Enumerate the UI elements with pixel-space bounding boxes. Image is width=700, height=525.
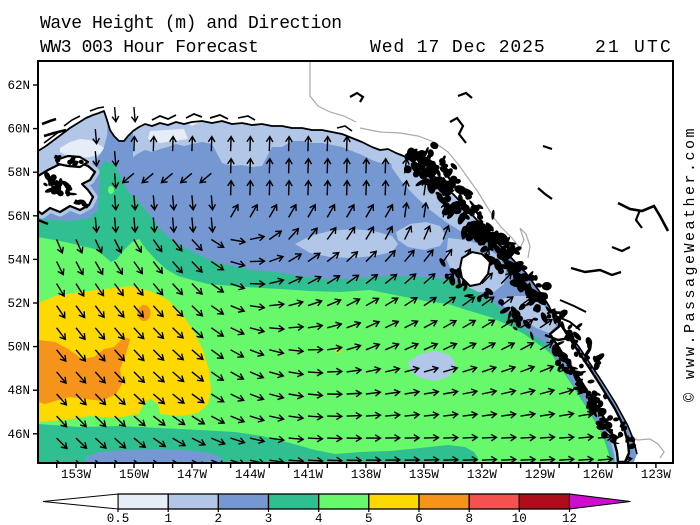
svg-text:135W: 135W [409, 468, 440, 482]
svg-text:5: 5 [365, 512, 373, 525]
svg-text:60N: 60N [7, 123, 30, 137]
svg-text:WW3 003 Hour Forecast: WW3 003 Hour Forecast [40, 38, 258, 58]
svg-text:12: 12 [562, 512, 577, 525]
svg-text:Wed 17 Dec 2025: Wed 17 Dec 2025 [370, 38, 546, 58]
svg-text:Wave Height (m) and Direction: Wave Height (m) and Direction [40, 14, 342, 34]
svg-text:126W: 126W [583, 468, 614, 482]
svg-text:141W: 141W [293, 468, 324, 482]
svg-text:8: 8 [465, 512, 473, 525]
svg-text:62N: 62N [7, 79, 30, 93]
svg-text:144W: 144W [235, 468, 266, 482]
svg-text:10: 10 [512, 512, 527, 525]
svg-text:56N: 56N [7, 210, 30, 224]
svg-text:58N: 58N [7, 166, 30, 180]
svg-text:54N: 54N [7, 253, 30, 267]
svg-text:21 UTC: 21 UTC [595, 38, 673, 58]
svg-text:138W: 138W [351, 468, 382, 482]
svg-text:150W: 150W [119, 468, 150, 482]
svg-text:6: 6 [415, 512, 423, 525]
svg-text:129W: 129W [525, 468, 556, 482]
svg-text:48N: 48N [7, 384, 30, 398]
svg-text:50N: 50N [7, 341, 30, 355]
svg-text:3: 3 [265, 512, 273, 525]
svg-text:© www.PassageWeather.com: © www.PassageWeather.com [682, 126, 699, 402]
svg-text:2: 2 [215, 512, 223, 525]
svg-text:4: 4 [315, 512, 323, 525]
svg-text:132W: 132W [467, 468, 498, 482]
svg-text:1: 1 [164, 512, 172, 525]
svg-text:0.5: 0.5 [107, 512, 130, 525]
svg-text:52N: 52N [7, 297, 30, 311]
svg-text:153W: 153W [61, 468, 92, 482]
svg-text:123W: 123W [641, 468, 672, 482]
svg-text:147W: 147W [177, 468, 208, 482]
svg-text:46N: 46N [7, 428, 30, 442]
